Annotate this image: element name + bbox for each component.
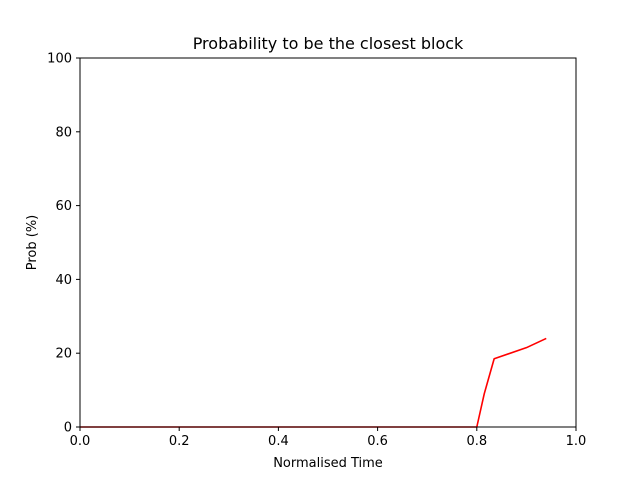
x-tick-label: 0.6 [367, 434, 388, 449]
y-tick-label: 60 [55, 199, 72, 214]
x-tick-label: 1.0 [566, 434, 587, 449]
axes-frame [79, 57, 577, 428]
x-axis-ticks: 0.0 0.2 0.4 0.6 0.8 1.0 [70, 427, 587, 449]
x-tick-label: 0.0 [70, 434, 91, 449]
y-axis-label: Prob (%) [25, 215, 40, 271]
x-tick-label: 0.4 [268, 434, 289, 449]
x-tick-label: 0.2 [169, 434, 190, 449]
y-tick-label: 80 [55, 125, 72, 140]
x-axis-label: Normalised Time [273, 456, 383, 471]
y-tick-label: 40 [55, 273, 72, 288]
series-layer [80, 337, 547, 428]
x-tick-label: 0.8 [466, 434, 487, 449]
y-tick-label: 100 [47, 52, 72, 67]
y-tick-label: 20 [55, 347, 72, 362]
y-tick-label: 0 [64, 421, 72, 436]
y-axis-ticks: 0 20 40 60 80 100 [47, 52, 80, 436]
chart-title: Probability to be the closest block [193, 34, 464, 53]
series-line [80, 337, 547, 428]
